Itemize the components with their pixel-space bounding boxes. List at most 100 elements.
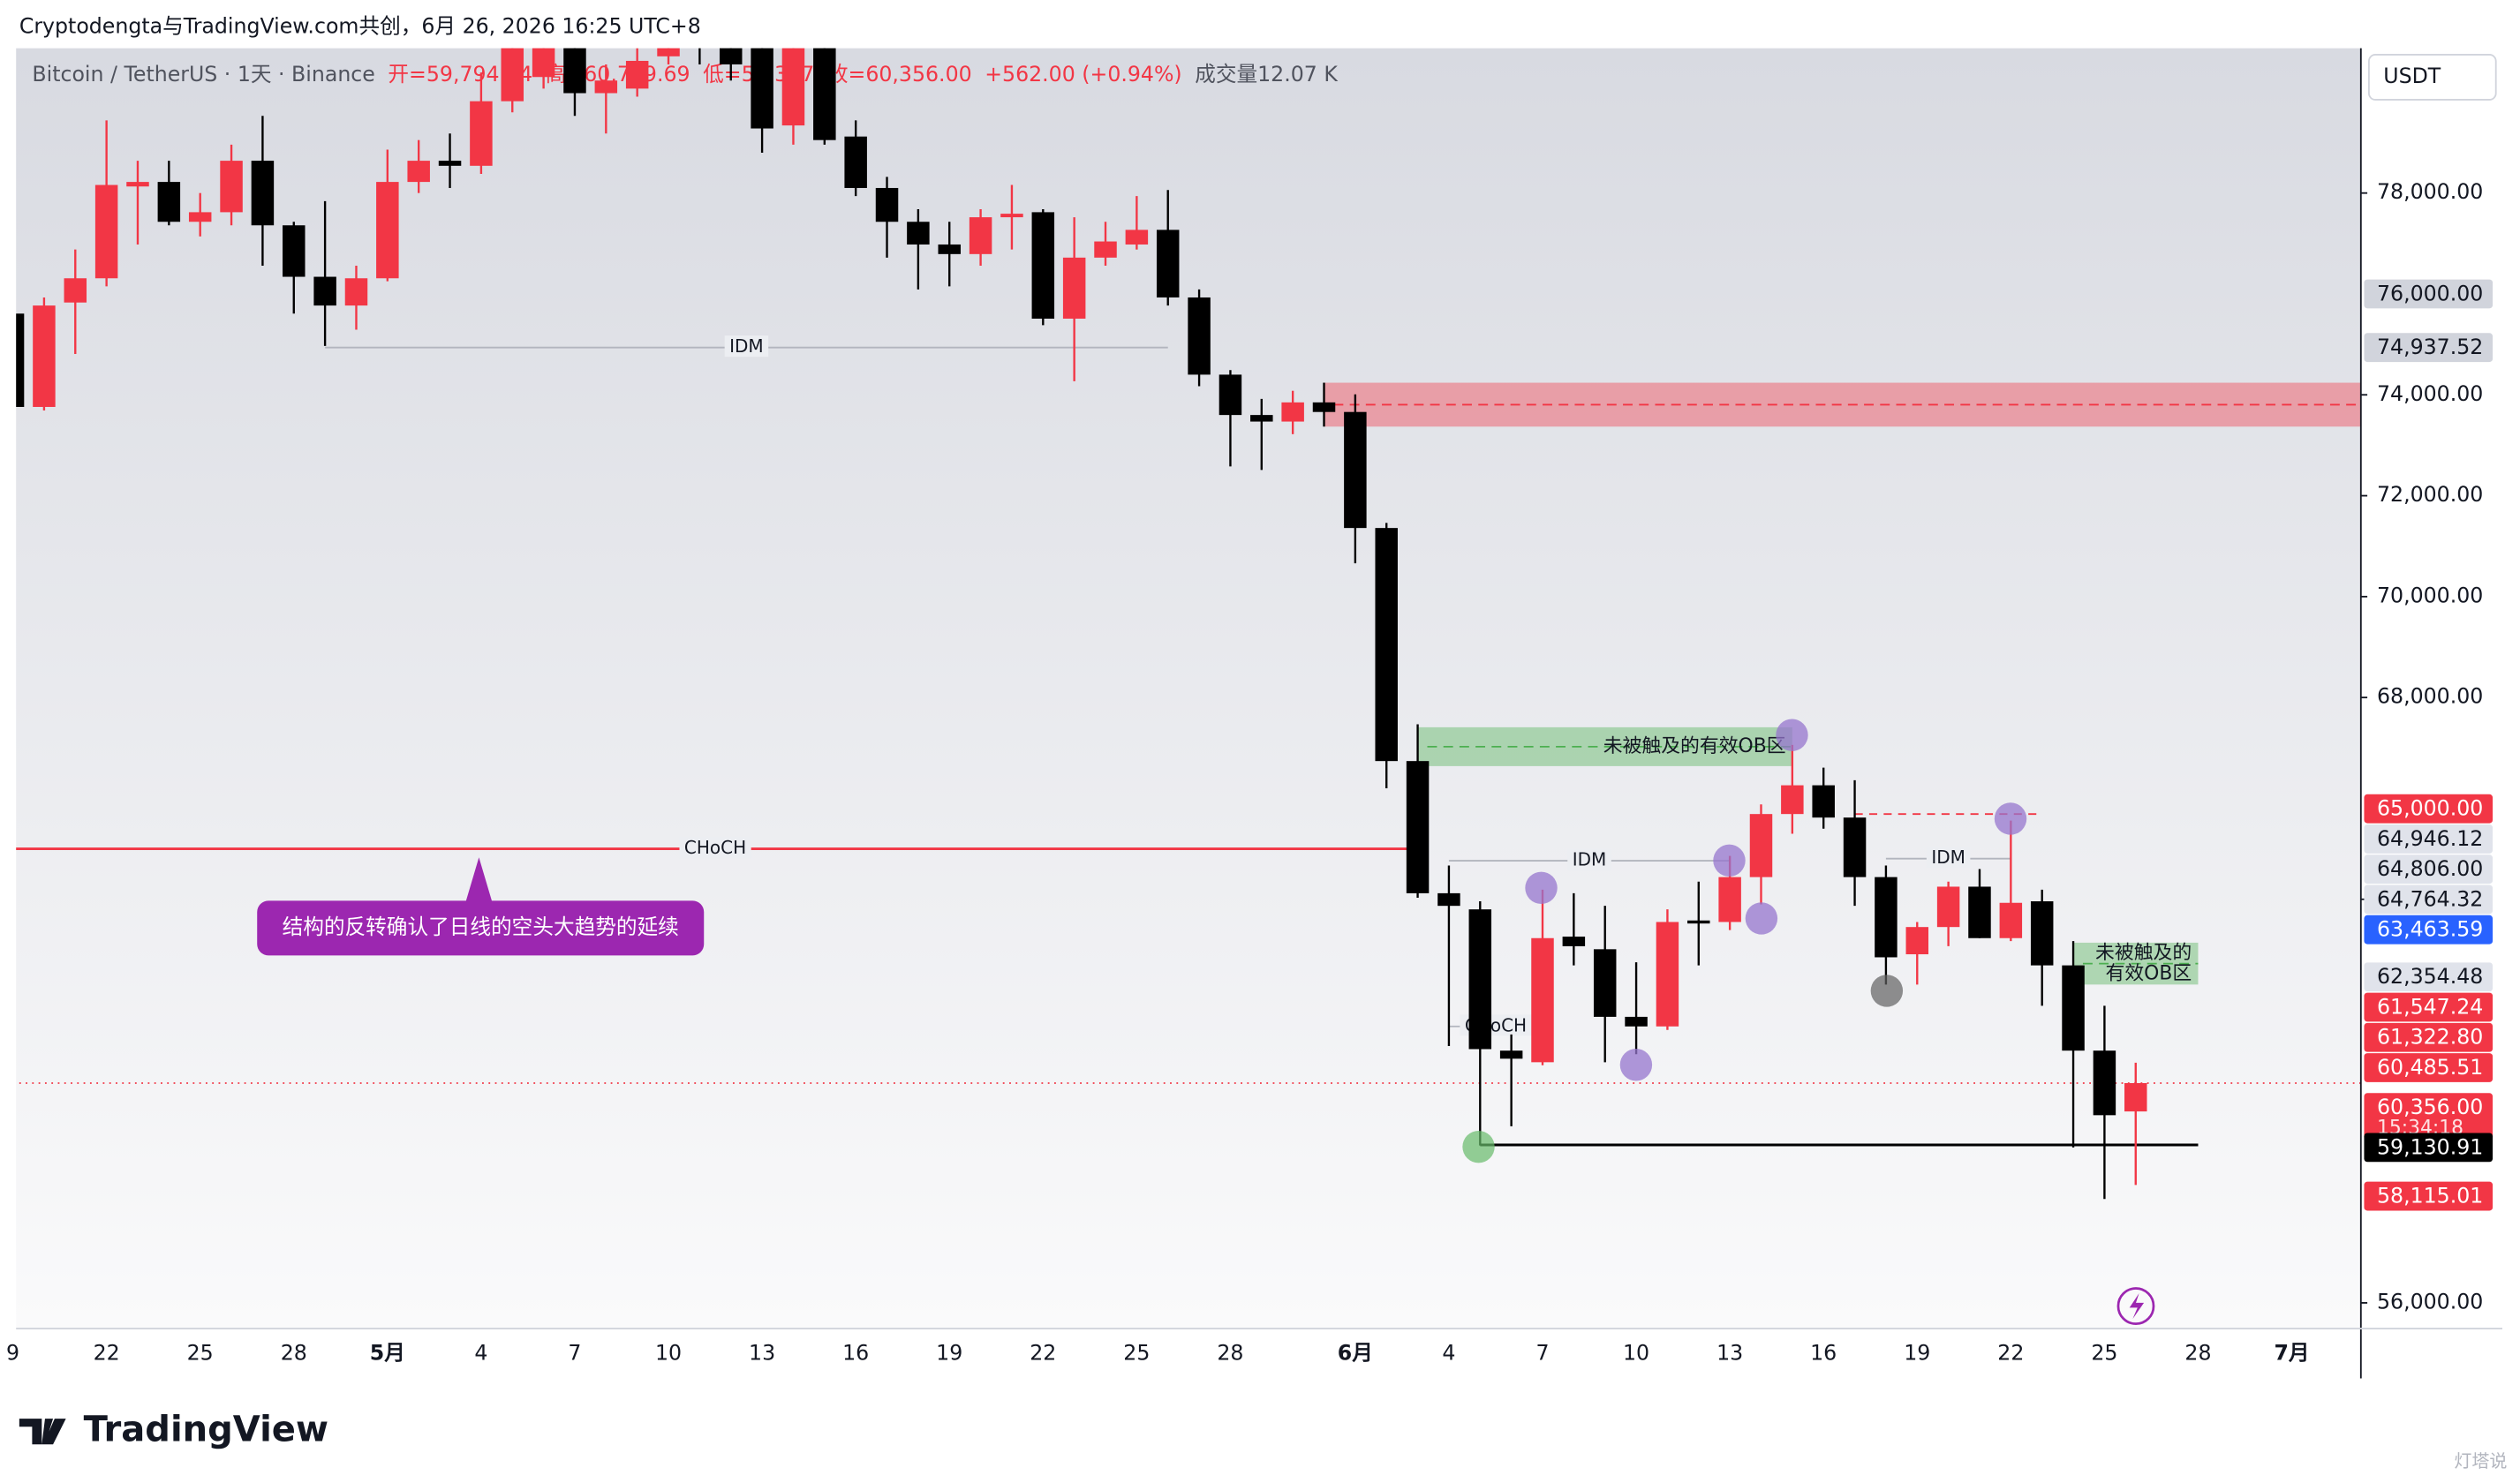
candle-body — [813, 48, 836, 140]
price-tag-label: 63,463.59 — [2377, 917, 2483, 942]
candle-body — [1562, 937, 1586, 946]
price-tag — [2364, 333, 2494, 363]
candle-body — [938, 244, 961, 254]
candle-body — [563, 48, 586, 94]
price-tag-label: 64,806.00 — [2377, 856, 2483, 881]
candle-body — [751, 48, 773, 129]
candle-body — [94, 184, 118, 279]
candle-body — [1156, 230, 1180, 297]
candle-body — [501, 48, 524, 102]
price-tag-label: 61,322.80 — [2377, 1025, 2483, 1050]
annotations: 结构的反转确认了日线的空头大趋势的延续 — [257, 719, 2155, 1325]
watermark: 灯塔说 — [2454, 1450, 2507, 1472]
currency-button[interactable] — [2367, 54, 2497, 101]
candle-body — [969, 217, 992, 254]
alert-icon[interactable] — [2116, 1287, 2155, 1325]
zone-label: 未被触及的有效OB区 — [1603, 735, 1786, 757]
candle-body — [1250, 415, 1273, 422]
candle-body — [1687, 920, 1710, 924]
candle-body — [251, 161, 275, 226]
candle-body — [1125, 230, 1149, 245]
candle-body — [1718, 877, 1741, 922]
price-tag-label: 62,354.48 — [2377, 964, 2483, 989]
pivot-marker — [1713, 844, 1746, 877]
level-label-bg — [679, 837, 751, 859]
zone-label: 有效OB区 — [2106, 962, 2192, 984]
header-item: Bitcoin / TetherUS · 1天 · Binance — [32, 62, 374, 87]
candle-body — [720, 48, 743, 64]
price-tag — [2364, 854, 2494, 885]
x-tick-label: 25 — [187, 1341, 214, 1366]
candle-body — [1656, 922, 1679, 1027]
candle-body — [283, 225, 306, 277]
candle-body — [1593, 949, 1617, 1017]
candle-body — [470, 101, 493, 166]
candle-body — [16, 313, 25, 407]
callout-text: 结构的反转确认了日线的空头大趋势的延续 — [283, 915, 679, 939]
x-tick-label: 7 — [1535, 1341, 1549, 1366]
candle-body — [1375, 528, 1398, 762]
x-tick-label: 10 — [655, 1341, 682, 1366]
symbol-header: Bitcoin / TetherUS · 1天 · Binance 开=59,79… — [32, 62, 1339, 87]
candle-body — [1094, 241, 1117, 258]
y-tick-label: 78,000.00 — [2377, 179, 2483, 204]
pivot-marker — [1870, 975, 1904, 1007]
candle-body — [1936, 886, 1960, 928]
price-tag — [2364, 824, 2494, 854]
x-tick-label: 25 — [1123, 1341, 1150, 1366]
x-tick-label: 5月 — [370, 1341, 405, 1366]
candle-body — [2093, 1050, 2116, 1116]
x-tick-label: 4 — [474, 1341, 487, 1366]
x-tick-label: 16 — [842, 1341, 869, 1366]
logo-text: TradingView — [84, 1410, 328, 1450]
header-item: 成交量12.07 K — [1195, 62, 1339, 87]
candle-body — [1281, 402, 1304, 422]
pivot-marker — [1745, 902, 1778, 935]
candle-body — [2062, 965, 2085, 1051]
candle-body — [157, 182, 181, 222]
candle-body — [844, 136, 867, 188]
logo-mark — [19, 1419, 66, 1445]
x-tick-label: 28 — [2184, 1341, 2211, 1366]
candle-body — [1406, 761, 1430, 893]
candle-body — [532, 48, 555, 78]
y-tick-label: 56,000.00 — [2377, 1289, 2483, 1314]
candle-body — [33, 305, 56, 407]
candle-body — [1812, 785, 1835, 818]
pivot-marker — [1994, 802, 2027, 835]
candle-body — [1000, 214, 1023, 218]
y-tick-label: 74,000.00 — [2377, 381, 2483, 406]
candle-body — [407, 161, 430, 183]
x-tick-label: 28 — [1217, 1341, 1243, 1366]
candle-body — [1468, 909, 1492, 1050]
x-tick-label: 28 — [281, 1341, 307, 1366]
x-tick-label: 22 — [94, 1341, 120, 1366]
candle-body — [1968, 886, 1991, 938]
candle-body — [1437, 892, 1460, 907]
candle-body — [1062, 257, 1086, 319]
y-tick-label: 72,000.00 — [2377, 482, 2483, 507]
price-tag-label: 65,000.00 — [2377, 796, 2483, 821]
candle-body — [1999, 902, 2023, 938]
price-tag — [2364, 1181, 2494, 1211]
pivot-marker — [1776, 719, 1808, 751]
header-item: 收=60,356.00 — [827, 62, 972, 87]
candle-body — [126, 182, 149, 187]
x-tick-label: 10 — [1623, 1341, 1649, 1366]
level-label: IDM — [729, 335, 764, 357]
level-label: IDM — [1573, 849, 1607, 870]
price-tag-label: 61,547.24 — [2377, 994, 2483, 1019]
candle-body — [1312, 402, 1336, 412]
price-tag — [2364, 279, 2494, 309]
candle-body — [1781, 785, 1804, 815]
level-label: IDM — [1931, 847, 1965, 868]
x-tick-label: 7月 — [2274, 1341, 2309, 1366]
x-tick-label: 6月 — [1338, 1341, 1373, 1366]
candle-body — [625, 60, 649, 89]
price-tag — [2364, 962, 2494, 992]
candle-body — [220, 161, 243, 213]
price-tag-label: 60,485.51 — [2377, 1055, 2483, 1080]
candle-body — [1875, 877, 1898, 958]
